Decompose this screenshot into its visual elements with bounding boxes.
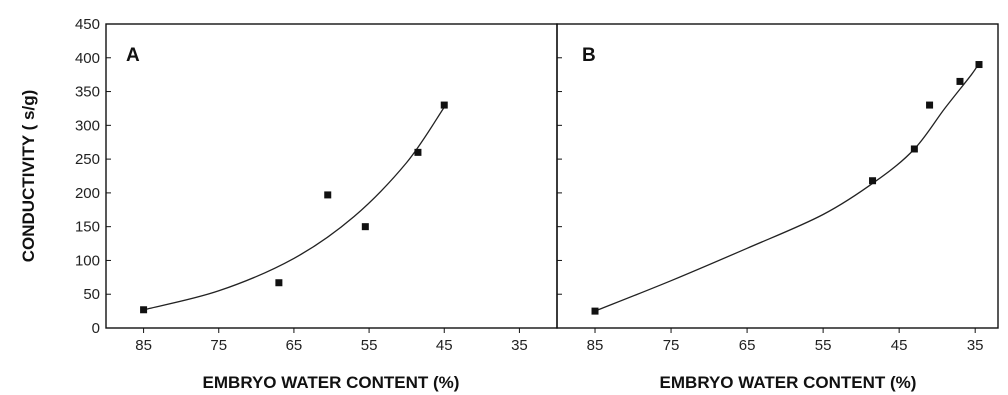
panel-a-x-ticks: 85 75 65 55 45 35 [135, 328, 528, 354]
panel-a-frame [105, 23, 558, 329]
y-tick-label: 0 [92, 320, 100, 337]
panel-b-data-point [869, 177, 877, 185]
panel-a-x-tick-label: 75 [210, 337, 227, 354]
panel-b-data-point [926, 101, 934, 109]
panel-a-data-point [140, 306, 148, 314]
y-tick-label: 200 [75, 185, 100, 202]
y-tick-label: 50 [83, 286, 100, 303]
panel-a-points [140, 101, 448, 314]
panel-b-x-tick-label: 85 [587, 337, 604, 354]
panel-b-x-tick-label: 45 [891, 337, 908, 354]
panel-b-frame [556, 23, 999, 329]
panel-b-data-point [910, 145, 918, 153]
panel-a-data-point [361, 223, 369, 231]
panel-b-data-point [956, 77, 964, 85]
panel-b-data-point [591, 307, 599, 315]
panel-a-data-point [275, 279, 283, 287]
y-tick-label: 400 [75, 50, 100, 67]
panel-a-data-point [414, 148, 422, 156]
y-tick-label: 100 [75, 252, 100, 269]
panel-a-x-tick-label: 35 [511, 337, 528, 354]
panel-b: B 85 75 65 55 45 35 EMBRYO WATER CONTENT (%) [556, 23, 999, 392]
panel-b-x-ticks: 85 75 65 55 45 35 [587, 328, 984, 354]
y-tick-label: 450 [75, 16, 100, 33]
y-tick-label: 300 [75, 117, 100, 134]
panel-b-points [591, 61, 983, 315]
panel-a-x-tick-label: 55 [361, 337, 378, 354]
panel-a-x-axis-label: EMBRYO WATER CONTENT (%) [203, 373, 460, 392]
panel-b-label: B [582, 45, 596, 66]
panel-b-y-ticks [557, 23, 562, 329]
panel-a-x-tick-label: 65 [286, 337, 303, 354]
panel-a-data-point [440, 101, 448, 109]
y-tick-label: 350 [75, 84, 100, 101]
panel-a-label: A [126, 45, 140, 66]
panel-a-data-point [324, 191, 332, 199]
panel-b-data-point [975, 61, 983, 69]
panel-a-x-tick-label: 85 [135, 337, 152, 354]
panel-a-x-tick-label: 45 [436, 337, 453, 354]
panel-b-x-tick-label: 55 [815, 337, 832, 354]
panel-a: A 0 50 100 150 200 250 300 350 400 450 85 75 65 55 45… [75, 16, 558, 392]
y-tick-label: 250 [75, 151, 100, 168]
panel-b-x-axis-label: EMBRYO WATER CONTENT (%) [660, 373, 917, 392]
panel-b-x-tick-label: 65 [739, 337, 756, 354]
panel-b-x-tick-label: 75 [663, 337, 680, 354]
panel-b-fit-curve [594, 62, 980, 312]
y-tick-label: 150 [75, 219, 100, 236]
panel-a-fit-curve [143, 106, 445, 311]
y-axis-label: CONDUCTIVITY ( s/g) [19, 90, 38, 263]
panel-b-x-tick-label: 35 [967, 337, 984, 354]
panel-a-y-ticks: 0 50 100 150 200 250 300 350 400 450 [75, 16, 111, 337]
